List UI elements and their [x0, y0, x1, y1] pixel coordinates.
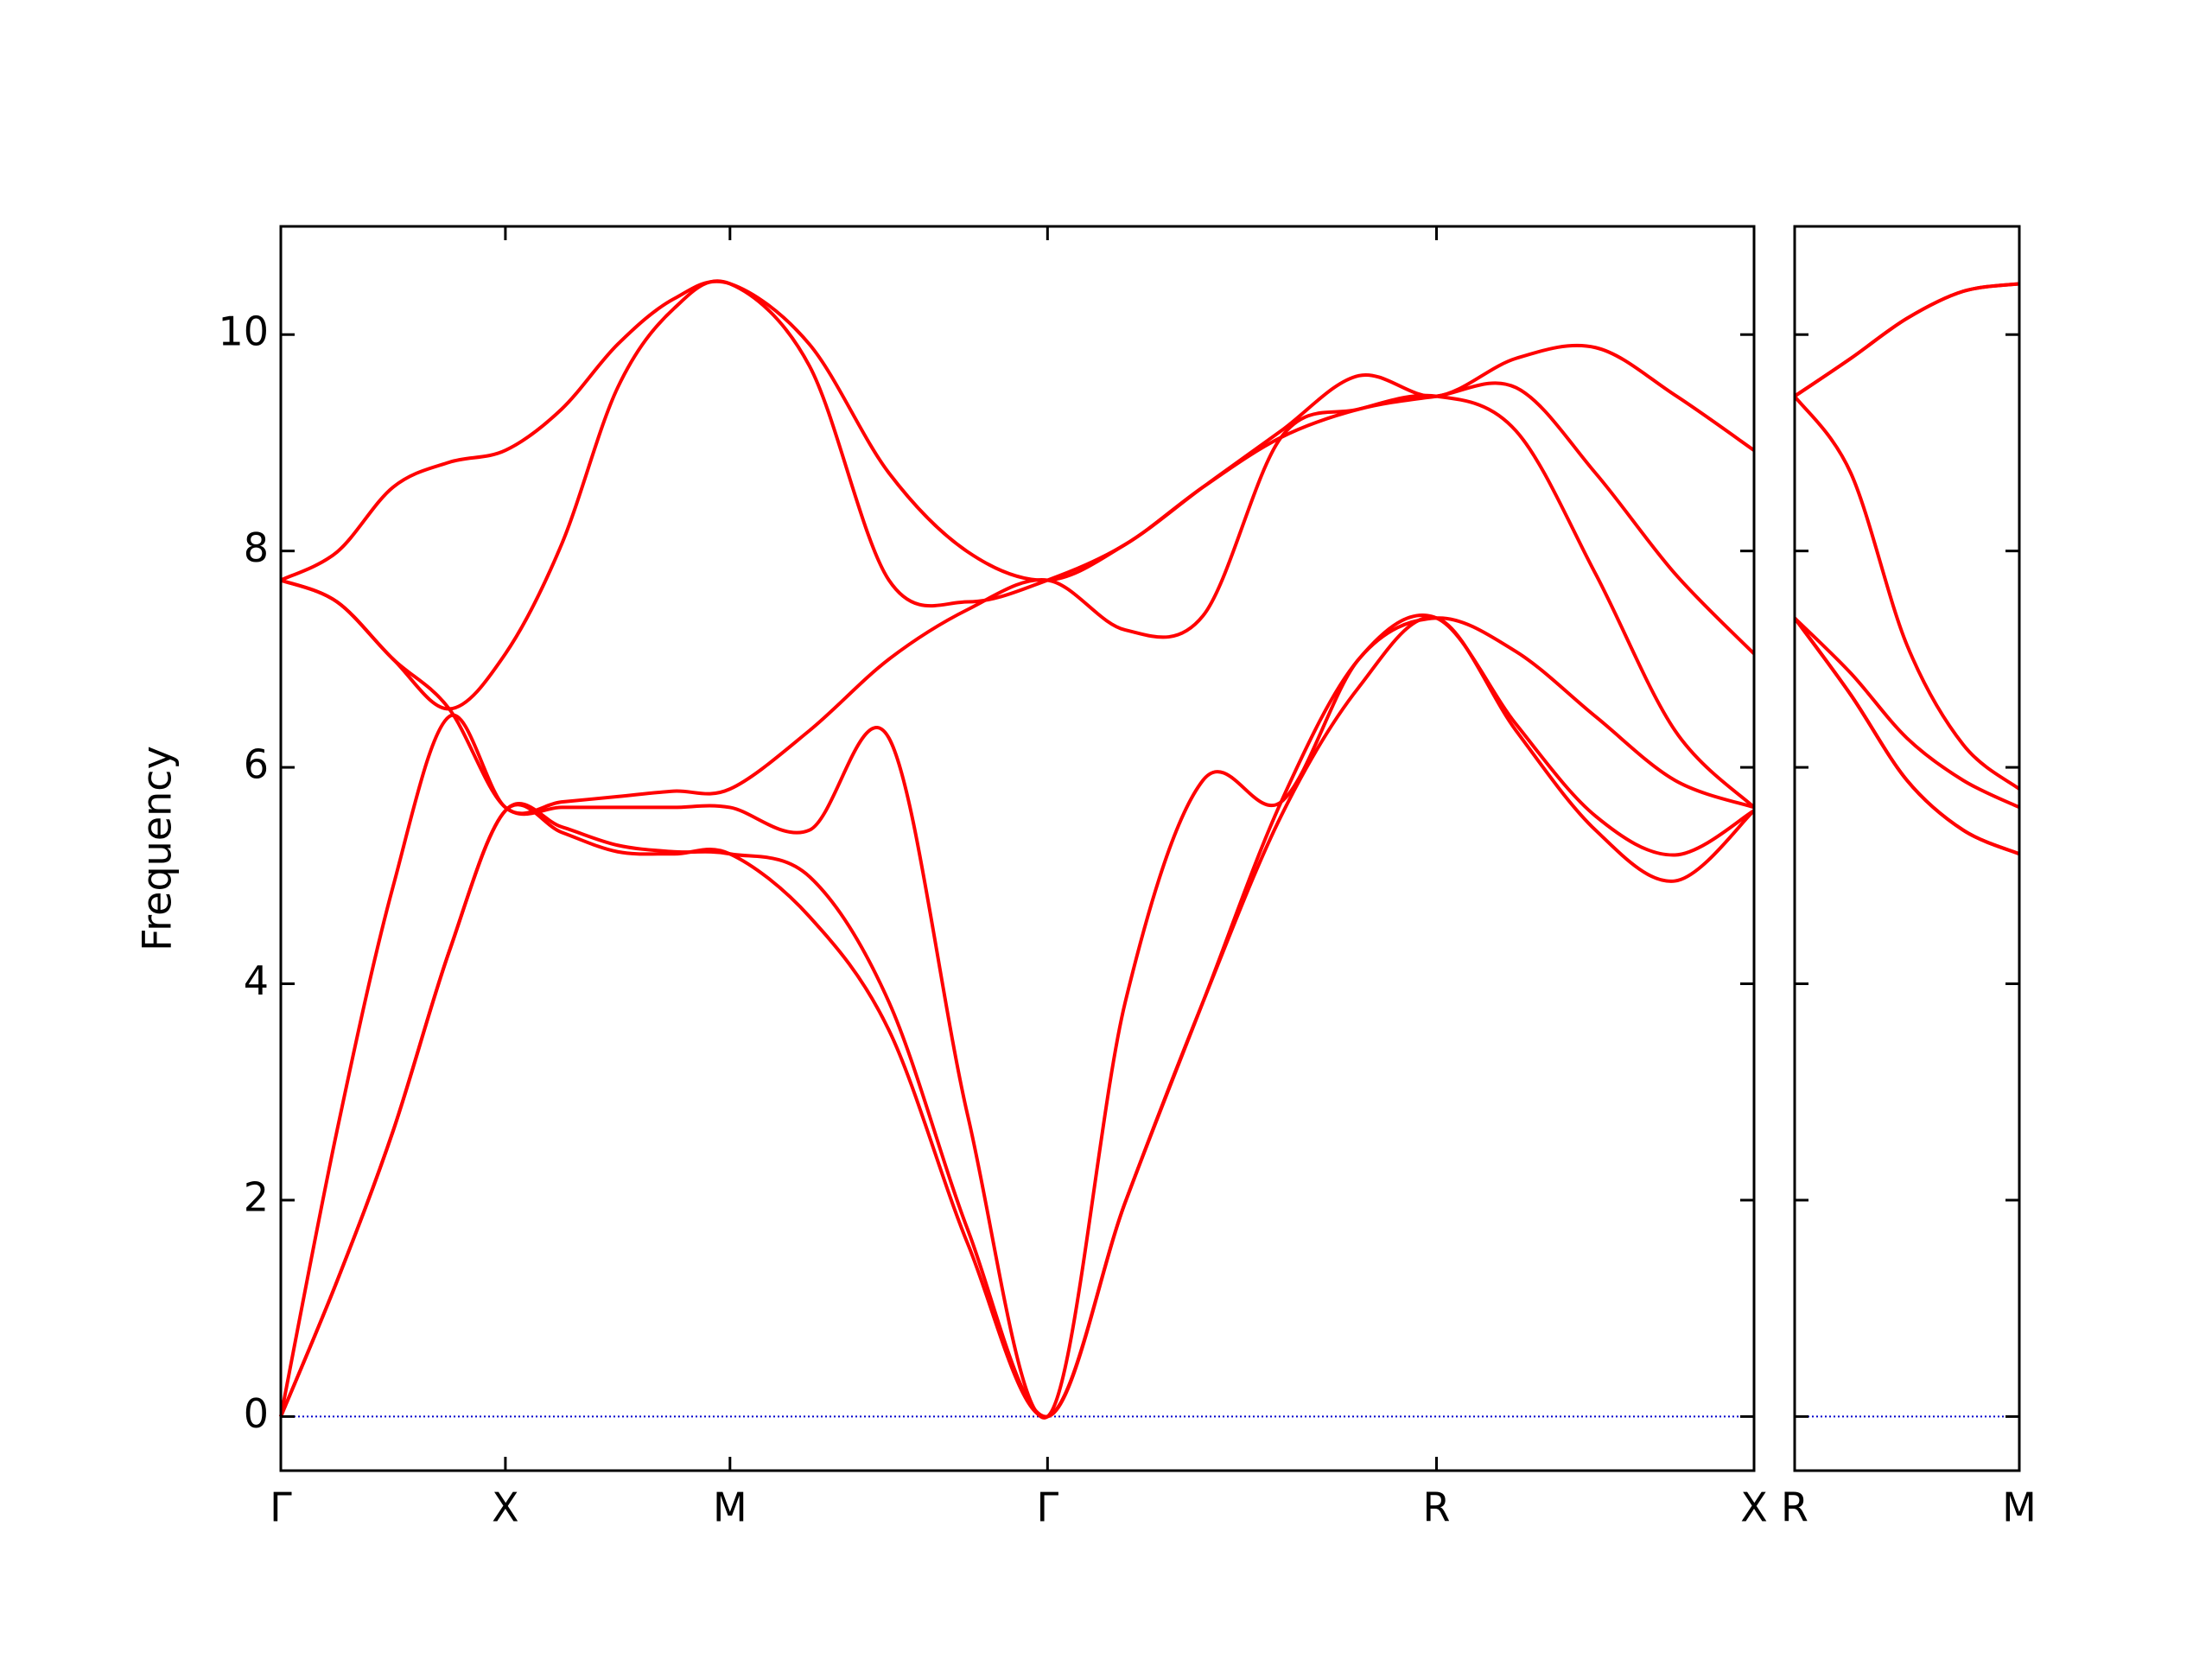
x-tick-label: R	[1423, 1484, 1451, 1531]
x-tick-label: X	[1740, 1484, 1768, 1531]
y-tick-label: 2	[244, 1173, 269, 1220]
x-tick-label: X	[492, 1484, 519, 1531]
band-line	[280, 279, 1756, 582]
axes-frame	[279, 225, 1756, 1472]
band-line	[1793, 282, 2020, 398]
band-line	[279, 613, 1756, 1419]
y-tick-label: 10	[218, 308, 269, 355]
band-line	[1793, 282, 2020, 398]
band-line	[280, 279, 1756, 711]
x-tick-label: Γ	[1037, 1484, 1059, 1531]
band-line	[1793, 395, 2021, 791]
x-tick-label: M	[713, 1484, 747, 1531]
band-line	[279, 616, 1755, 1420]
axes-frame	[1793, 225, 2021, 1472]
band-line	[279, 615, 1756, 1419]
band-line	[1793, 616, 2020, 810]
y-tick-label: 0	[244, 1390, 269, 1437]
band-line	[280, 393, 1756, 816]
y-tick-label: 6	[244, 741, 269, 788]
y-tick-label: 8	[244, 524, 269, 571]
x-tick-label: Γ	[270, 1484, 292, 1531]
y-tick-label: 4	[244, 957, 269, 1004]
band-line	[1793, 617, 2020, 856]
y-axis-label: Frequency	[134, 746, 181, 951]
x-tick-label: R	[1781, 1484, 1808, 1531]
x-tick-label: M	[2002, 1484, 2037, 1531]
